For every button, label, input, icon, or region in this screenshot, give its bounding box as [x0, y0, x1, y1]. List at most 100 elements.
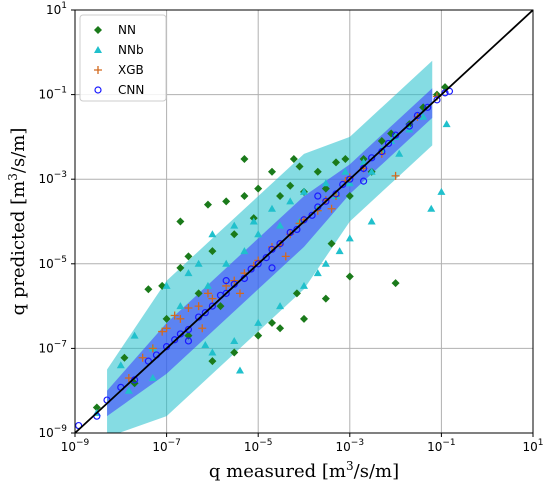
nnb-point: [367, 217, 376, 225]
x-tick-label: 101: [522, 438, 543, 454]
nn-point: [276, 324, 285, 333]
nnb-point: [116, 361, 125, 369]
nn-point: [230, 348, 239, 357]
nn-point: [321, 294, 330, 303]
nn-point: [176, 263, 185, 272]
nnb-point: [341, 167, 350, 175]
cnn-point: [276, 240, 284, 248]
x-tick-label: 10−5: [244, 438, 273, 454]
nn-point: [332, 158, 341, 167]
nnb-point: [276, 302, 285, 310]
cnn-point: [94, 86, 102, 94]
legend-entry-nnb: NNb: [94, 43, 144, 57]
nnb-point: [345, 234, 354, 242]
nnb-point: [254, 318, 263, 326]
cnn-point: [262, 254, 270, 262]
cnn-point: [322, 197, 330, 205]
xgb-point: [208, 294, 217, 303]
nn-point: [184, 331, 193, 340]
xgb-point: [124, 373, 133, 382]
y-tick-label: 10−1: [38, 86, 67, 102]
legend-label: XGB: [118, 63, 144, 77]
nn-point: [345, 272, 354, 281]
nn-point: [194, 289, 203, 298]
reference-line-1to1: [74, 9, 534, 434]
nn-point: [341, 155, 350, 164]
nn-point: [184, 252, 193, 261]
nnb-point: [148, 373, 157, 381]
nn-point: [208, 247, 217, 256]
nn-point: [144, 285, 153, 294]
cnn-point: [413, 111, 422, 120]
nn-point: [216, 302, 225, 311]
nnb-point: [427, 204, 436, 212]
legend: NN NNb XGB CNN: [79, 14, 167, 102]
xgb-point: [281, 252, 290, 261]
cnn-point: [359, 177, 368, 185]
nn-point: [313, 167, 322, 176]
nnb-point: [203, 281, 212, 289]
nn-point: [377, 136, 386, 145]
x-tick-label: 10−3: [336, 438, 365, 454]
cnn-point: [368, 154, 376, 162]
nn-point: [208, 357, 217, 366]
nn-point: [240, 192, 249, 201]
nn-point: [176, 217, 185, 226]
nn-point: [240, 155, 249, 164]
nnb-point: [267, 204, 276, 212]
nn-point: [391, 279, 400, 288]
nnb-point: [201, 341, 210, 349]
cnn-point: [384, 139, 393, 148]
xgb-point: [170, 311, 179, 320]
y-tick-label: 10−9: [38, 424, 67, 440]
nnb-point: [176, 302, 185, 310]
cnn-point: [201, 309, 209, 317]
y-tick-label: 10−3: [38, 170, 67, 186]
xgb-point: [235, 289, 244, 298]
nnb-point: [286, 197, 295, 205]
nn-point: [276, 192, 285, 201]
legend-entry-cnn: CNN: [94, 83, 144, 97]
cnn-point: [184, 337, 193, 345]
xgb-point: [158, 327, 167, 336]
cnn-point: [222, 289, 230, 297]
nnb-point: [194, 259, 203, 267]
nn-point: [327, 239, 336, 248]
xgb-point: [184, 304, 193, 313]
nnb-point: [208, 348, 217, 356]
cnn-point: [208, 302, 216, 310]
nn-point: [94, 26, 102, 34]
nn-point: [300, 314, 308, 323]
nnb-point: [419, 112, 428, 120]
nn-point: [267, 167, 276, 176]
legend-entry-nn: NN: [94, 23, 136, 37]
nnb-point: [235, 366, 244, 374]
nnb-point: [230, 221, 239, 229]
xgb-point: [391, 171, 400, 180]
nnb-point: [335, 247, 344, 255]
nn-point: [295, 162, 304, 171]
legend-label: NNb: [118, 43, 144, 57]
nn-point: [289, 155, 298, 164]
cnn-point: [171, 336, 179, 344]
x-tick-label: 10−9: [61, 438, 90, 454]
cnn-point: [424, 103, 432, 111]
nnb-point: [321, 179, 330, 187]
xgb-point: [94, 66, 102, 74]
y-tick-label: 10−7: [38, 339, 67, 355]
nn-point: [162, 314, 171, 323]
nnb-point: [184, 269, 193, 277]
legend-label: NN: [118, 23, 136, 37]
nn-point: [345, 192, 354, 201]
cnn-point: [184, 325, 193, 334]
plot-frame: [74, 9, 534, 434]
nn-point: [203, 200, 212, 209]
xgb-point: [203, 289, 212, 298]
nnb-point: [230, 336, 239, 344]
x-tick-label: 10−7: [152, 438, 181, 454]
legend-label: CNN: [118, 83, 144, 97]
cnn-point: [254, 260, 262, 268]
nnb-point: [124, 386, 133, 394]
legend-entry-xgb: XGB: [94, 63, 144, 77]
